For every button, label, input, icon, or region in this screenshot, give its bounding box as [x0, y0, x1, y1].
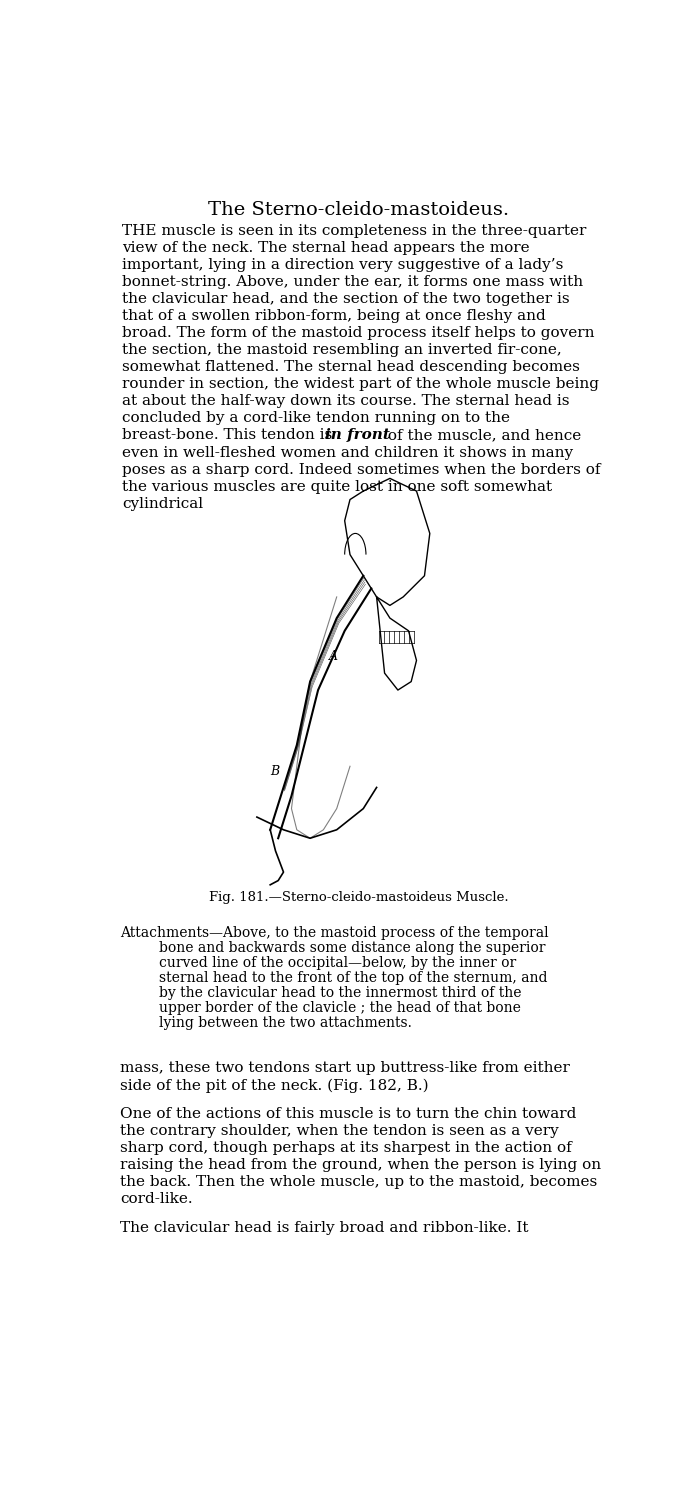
Text: the section, the mastoid resembling an inverted fir-cone,: the section, the mastoid resembling an i… [122, 343, 562, 357]
Text: concluded by a cord-like tendon running on to the: concluded by a cord-like tendon running … [122, 411, 510, 425]
Text: side of the pit of the neck. (Fig. 182, B.): side of the pit of the neck. (Fig. 182, … [120, 1078, 428, 1093]
Text: the contrary shoulder, when the tendon is seen as a very: the contrary shoulder, when the tendon i… [120, 1123, 559, 1139]
Text: upper border of the clavicle ; the head of that bone: upper border of the clavicle ; the head … [159, 1001, 521, 1015]
Text: the clavicular head, and the section of the two together is: the clavicular head, and the section of … [122, 292, 570, 305]
Text: rounder in section, the widest part of the whole muscle being: rounder in section, the widest part of t… [122, 378, 599, 392]
Text: poses as a sharp cord. Indeed sometimes when the borders of: poses as a sharp cord. Indeed sometimes … [122, 463, 601, 476]
Text: bonnet-string. Above, under the ear, it forms one mass with: bonnet-string. Above, under the ear, it … [122, 275, 584, 289]
Text: Attachments—Above, to the mastoid process of the temporal: Attachments—Above, to the mastoid proces… [120, 925, 549, 940]
Text: broad. The form of the mastoid process itself helps to govern: broad. The form of the mastoid process i… [122, 327, 595, 340]
Text: the various muscles are quite lost in one soft somewhat: the various muscles are quite lost in on… [122, 479, 552, 493]
Text: mass, these two tendons start up buttress-like from either: mass, these two tendons start up buttres… [120, 1061, 570, 1075]
Text: view of the neck. The sternal head appears the more: view of the neck. The sternal head appea… [122, 240, 530, 256]
Text: raising the head from the ground, when the person is lying on: raising the head from the ground, when t… [120, 1158, 601, 1172]
Text: A: A [329, 650, 337, 664]
Text: cord-like.: cord-like. [120, 1193, 192, 1207]
Text: the back. Then the whole muscle, up to the mastoid, becomes: the back. Then the whole muscle, up to t… [120, 1175, 597, 1190]
Text: lying between the two attachments.: lying between the two attachments. [159, 1016, 412, 1030]
Text: breast-bone. This tendon is: breast-bone. This tendon is [122, 428, 337, 443]
Text: even in well-fleshed women and children it shows in many: even in well-fleshed women and children … [122, 446, 573, 460]
Text: at about the half-way down its course. The sternal head is: at about the half-way down its course. T… [122, 395, 570, 408]
Text: bone and backwards some distance along the superior: bone and backwards some distance along t… [159, 940, 545, 954]
Text: One of the actions of this muscle is to turn the chin toward: One of the actions of this muscle is to … [120, 1107, 576, 1120]
Text: of the muscle, and hence: of the muscle, and hence [383, 428, 582, 443]
Text: somewhat flattened. The sternal head descending becomes: somewhat flattened. The sternal head des… [122, 360, 580, 375]
Text: B: B [270, 765, 279, 777]
Text: sternal head to the front of the top of the sternum, and: sternal head to the front of the top of … [159, 971, 547, 984]
Text: Fig. 181.—Sterno-cleido-mastoideus Muscle.: Fig. 181.—Sterno-cleido-mastoideus Muscl… [209, 891, 509, 904]
Text: in front: in front [326, 428, 390, 443]
Text: that of a swollen ribbon-form, being at once fleshy and: that of a swollen ribbon-form, being at … [122, 308, 546, 324]
Text: by the clavicular head to the innermost third of the: by the clavicular head to the innermost … [159, 986, 522, 999]
Text: cylindrical: cylindrical [122, 497, 204, 511]
Text: important, lying in a direction very suggestive of a lady’s: important, lying in a direction very sug… [122, 259, 564, 272]
Text: sharp cord, though perhaps at its sharpest in the action of: sharp cord, though perhaps at its sharpe… [120, 1142, 572, 1155]
Text: curved line of the occipital—below, by the inner or: curved line of the occipital—below, by t… [159, 956, 516, 969]
Text: The Sterno-cleido-mastoideus.: The Sterno-cleido-mastoideus. [208, 201, 510, 219]
Text: The clavicular head is fairly broad and ribbon-like. It: The clavicular head is fairly broad and … [120, 1220, 528, 1235]
Text: THE muscle is seen in its completeness in the three-quarter: THE muscle is seen in its completeness i… [122, 224, 587, 237]
